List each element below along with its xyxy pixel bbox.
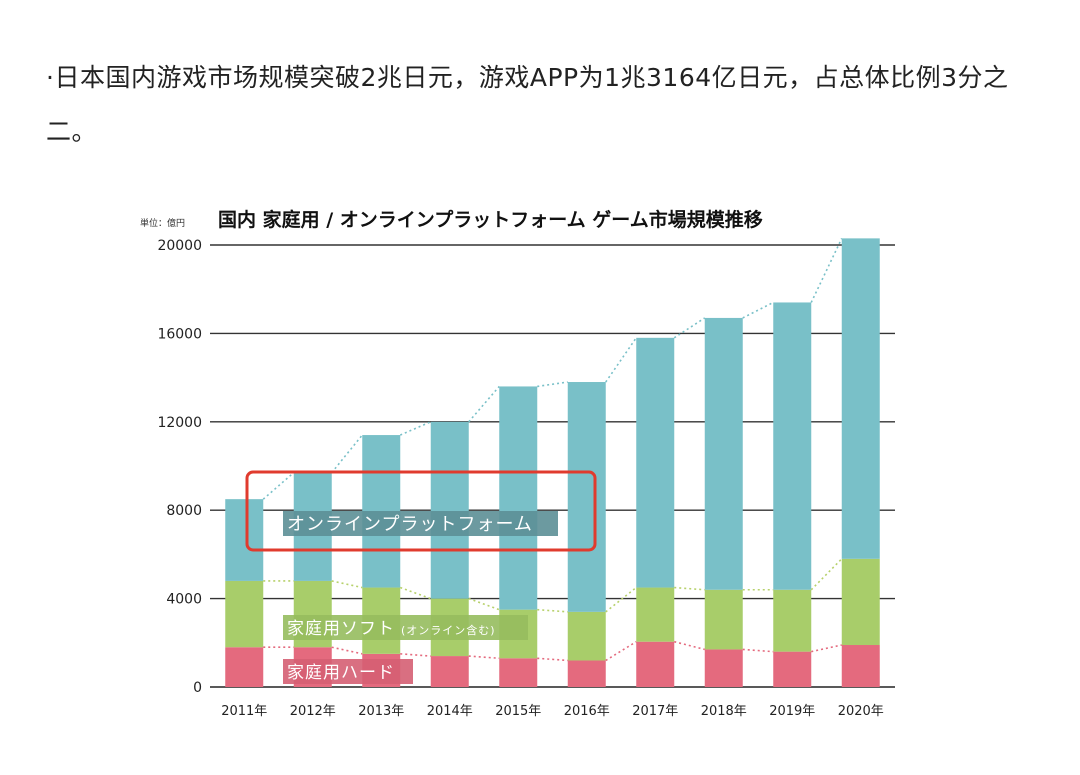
series-label: オンラインプラットフォーム	[287, 514, 533, 535]
bar-segment	[773, 589, 812, 652]
bar-segment	[225, 580, 264, 648]
bar-segment	[225, 647, 264, 687]
y-tick-label: 4000	[166, 592, 202, 608]
trend-line	[742, 301, 774, 319]
unit-label: 単位：億円	[140, 217, 185, 229]
trend-line	[468, 655, 500, 660]
bar-segment	[704, 649, 743, 687]
trend-line	[605, 337, 637, 383]
x-tick-label: 2017年	[632, 704, 678, 719]
bar-segment	[841, 558, 880, 646]
bar-segment	[773, 302, 812, 590]
trend-line	[742, 648, 774, 653]
bar-segment	[636, 641, 675, 687]
bar-segment	[567, 382, 606, 612]
x-tick-label: 2011年	[221, 704, 267, 719]
trend-line	[468, 597, 500, 611]
x-tick-label: 2012年	[290, 704, 336, 719]
series-label-bg	[283, 511, 558, 536]
market-size-chart: 単位：億円 国内 家庭用 / オンラインプラットフォーム ゲーム市場規模推移 0…	[130, 190, 910, 730]
trend-line	[468, 385, 500, 423]
y-tick-label: 16000	[157, 326, 202, 342]
trend-line	[810, 238, 843, 303]
trend-line	[811, 644, 842, 653]
y-tick-label: 8000	[166, 503, 202, 519]
x-tick-label: 2016年	[564, 704, 610, 719]
bar-segment	[567, 611, 606, 661]
bar-segment	[704, 589, 743, 650]
bar-segment	[636, 587, 675, 642]
x-tick-label: 2015年	[495, 704, 541, 719]
trend-line	[605, 641, 637, 662]
chart-title: 国内 家庭用 / オンラインプラットフォーム ゲーム市場規模推移	[218, 208, 763, 231]
series-label: 家庭用ハード	[287, 663, 395, 683]
trend-line	[262, 472, 295, 500]
trend-line	[331, 580, 363, 589]
trend-line	[674, 586, 705, 591]
x-tick-label: 2019年	[769, 704, 815, 719]
bar-segment	[499, 386, 538, 610]
trend-line	[399, 586, 432, 600]
y-tick-label: 0	[193, 680, 202, 696]
trend-line	[605, 586, 637, 613]
bar-segment	[499, 658, 538, 687]
series-label-bg	[283, 659, 413, 684]
bar-segment	[225, 499, 264, 581]
bar-segment	[430, 656, 469, 687]
series-label-note: (オンライン含む)	[401, 623, 496, 637]
x-tick-label: 2013年	[358, 704, 404, 719]
bar-segment	[704, 317, 743, 590]
bar-segment	[636, 337, 675, 588]
trend-line	[331, 434, 363, 474]
y-tick-label: 20000	[157, 238, 202, 254]
trend-line	[400, 653, 431, 657]
series-label-bg	[283, 615, 528, 640]
x-tick-label: 2014年	[427, 704, 473, 719]
trend-line	[399, 421, 432, 436]
highlight-box	[245, 470, 597, 552]
bar-segment	[841, 645, 880, 687]
intro-paragraph: ·日本国内游戏市场规模突破2兆日元，游戏APP为1兆3164亿日元，占总体比例3…	[46, 63, 1009, 146]
trend-line	[537, 381, 568, 388]
series-label: 家庭用ソフト (オンライン含む)	[287, 619, 496, 639]
stacked-bar-chart: 単位：億円 国内 家庭用 / オンラインプラットフォーム ゲーム市場規模推移 0…	[140, 208, 895, 719]
bar-segment	[567, 660, 606, 687]
trend-line	[810, 558, 843, 591]
x-tick-label: 2018年	[701, 704, 747, 719]
bar-segment	[430, 421, 469, 599]
y-tick-label: 12000	[157, 415, 202, 431]
trend-line	[674, 640, 705, 651]
trend-line	[537, 608, 568, 613]
trend-line	[673, 317, 706, 339]
trend-line	[537, 657, 568, 662]
bar-segment	[773, 651, 812, 687]
trend-line	[331, 646, 363, 655]
bar-segment	[841, 238, 880, 559]
x-tick-label: 2020年	[838, 704, 884, 719]
